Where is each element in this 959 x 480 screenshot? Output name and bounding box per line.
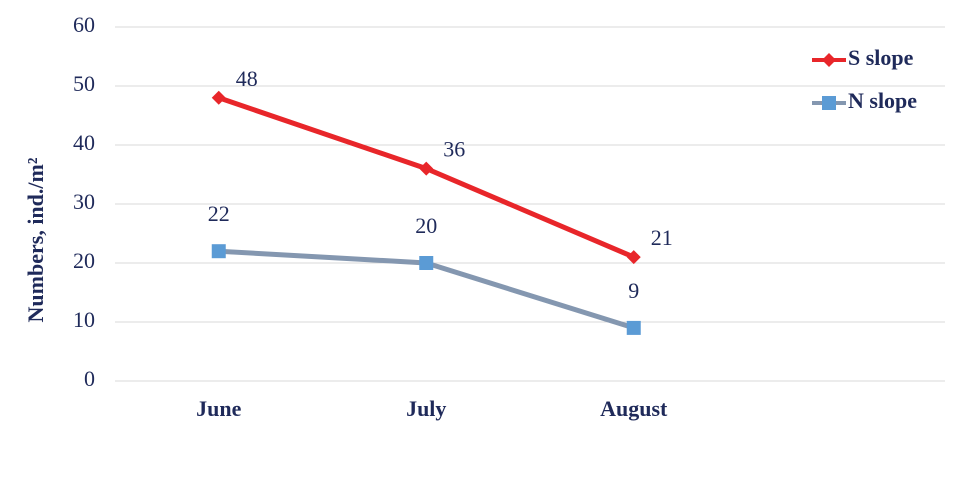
legend-marker bbox=[822, 53, 836, 67]
point-marker bbox=[419, 161, 434, 176]
data-label: 21 bbox=[651, 225, 673, 250]
y-tick-label: 50 bbox=[73, 71, 95, 96]
point-marker bbox=[419, 256, 434, 270]
y-tick-label: 0 bbox=[84, 366, 95, 391]
x-tick-label: July bbox=[406, 396, 446, 421]
legend-marker bbox=[822, 96, 836, 110]
y-axis-title: Numbers, ind./m² bbox=[23, 157, 48, 322]
y-tick-label: 60 bbox=[73, 12, 95, 37]
legend-label: N slope bbox=[848, 88, 917, 113]
y-tick-label: 30 bbox=[73, 189, 95, 214]
y-tick-label: 40 bbox=[73, 130, 95, 155]
data-label: 9 bbox=[628, 278, 639, 303]
point-marker bbox=[211, 90, 226, 105]
y-tick-label: 10 bbox=[73, 307, 95, 332]
legend-label: S slope bbox=[848, 45, 914, 70]
data-label: 48 bbox=[236, 66, 258, 91]
x-tick-label: August bbox=[600, 396, 668, 421]
point-marker bbox=[211, 244, 226, 259]
data-label: 20 bbox=[415, 213, 437, 238]
data-label: 36 bbox=[443, 137, 465, 162]
y-tick-label: 20 bbox=[73, 248, 95, 273]
x-tick-label: June bbox=[196, 396, 241, 421]
data-label: 22 bbox=[208, 201, 230, 226]
point-marker bbox=[626, 250, 641, 265]
point-marker bbox=[626, 320, 641, 335]
